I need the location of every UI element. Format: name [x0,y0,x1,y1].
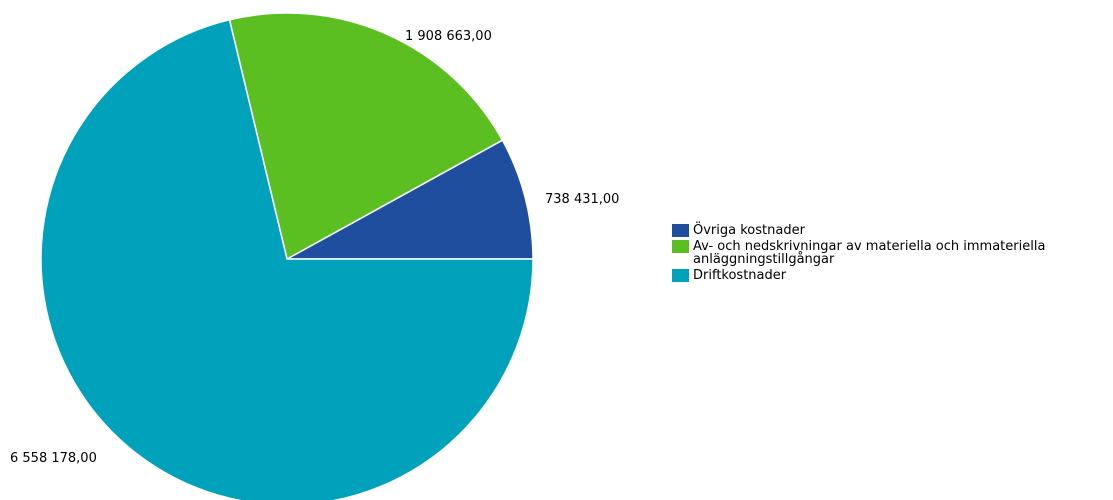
legend-item: Driftkostnader [672,269,1112,282]
legend-label: Driftkostnader [693,268,787,283]
pie-slice [286,139,534,260]
slice-value-label: 738 431,00 [545,192,619,207]
legend-item: Av- och nedskrivningar av materiella och… [672,240,1112,266]
chart-legend: Övriga kostnader Av- och nedskrivningar a… [672,224,1112,285]
legend-swatch [672,269,689,282]
pie-data-labels: 738 431,00 1 908 663,00 6 558 178,00 [10,29,619,466]
legend-label: Av- och nedskrivningar av materiella och… [693,239,1046,267]
legend-swatch [672,240,689,253]
slice-value-label: 1 908 663,00 [405,29,492,44]
legend-item: Övriga kostnader [672,224,1112,237]
pie-slice [40,18,534,500]
slice-value-label: 6 558 178,00 [10,451,97,466]
pie-slice [228,12,504,261]
pie-slices [40,12,534,500]
legend-label: Övriga kostnader [693,223,805,238]
legend-swatch [672,224,689,237]
